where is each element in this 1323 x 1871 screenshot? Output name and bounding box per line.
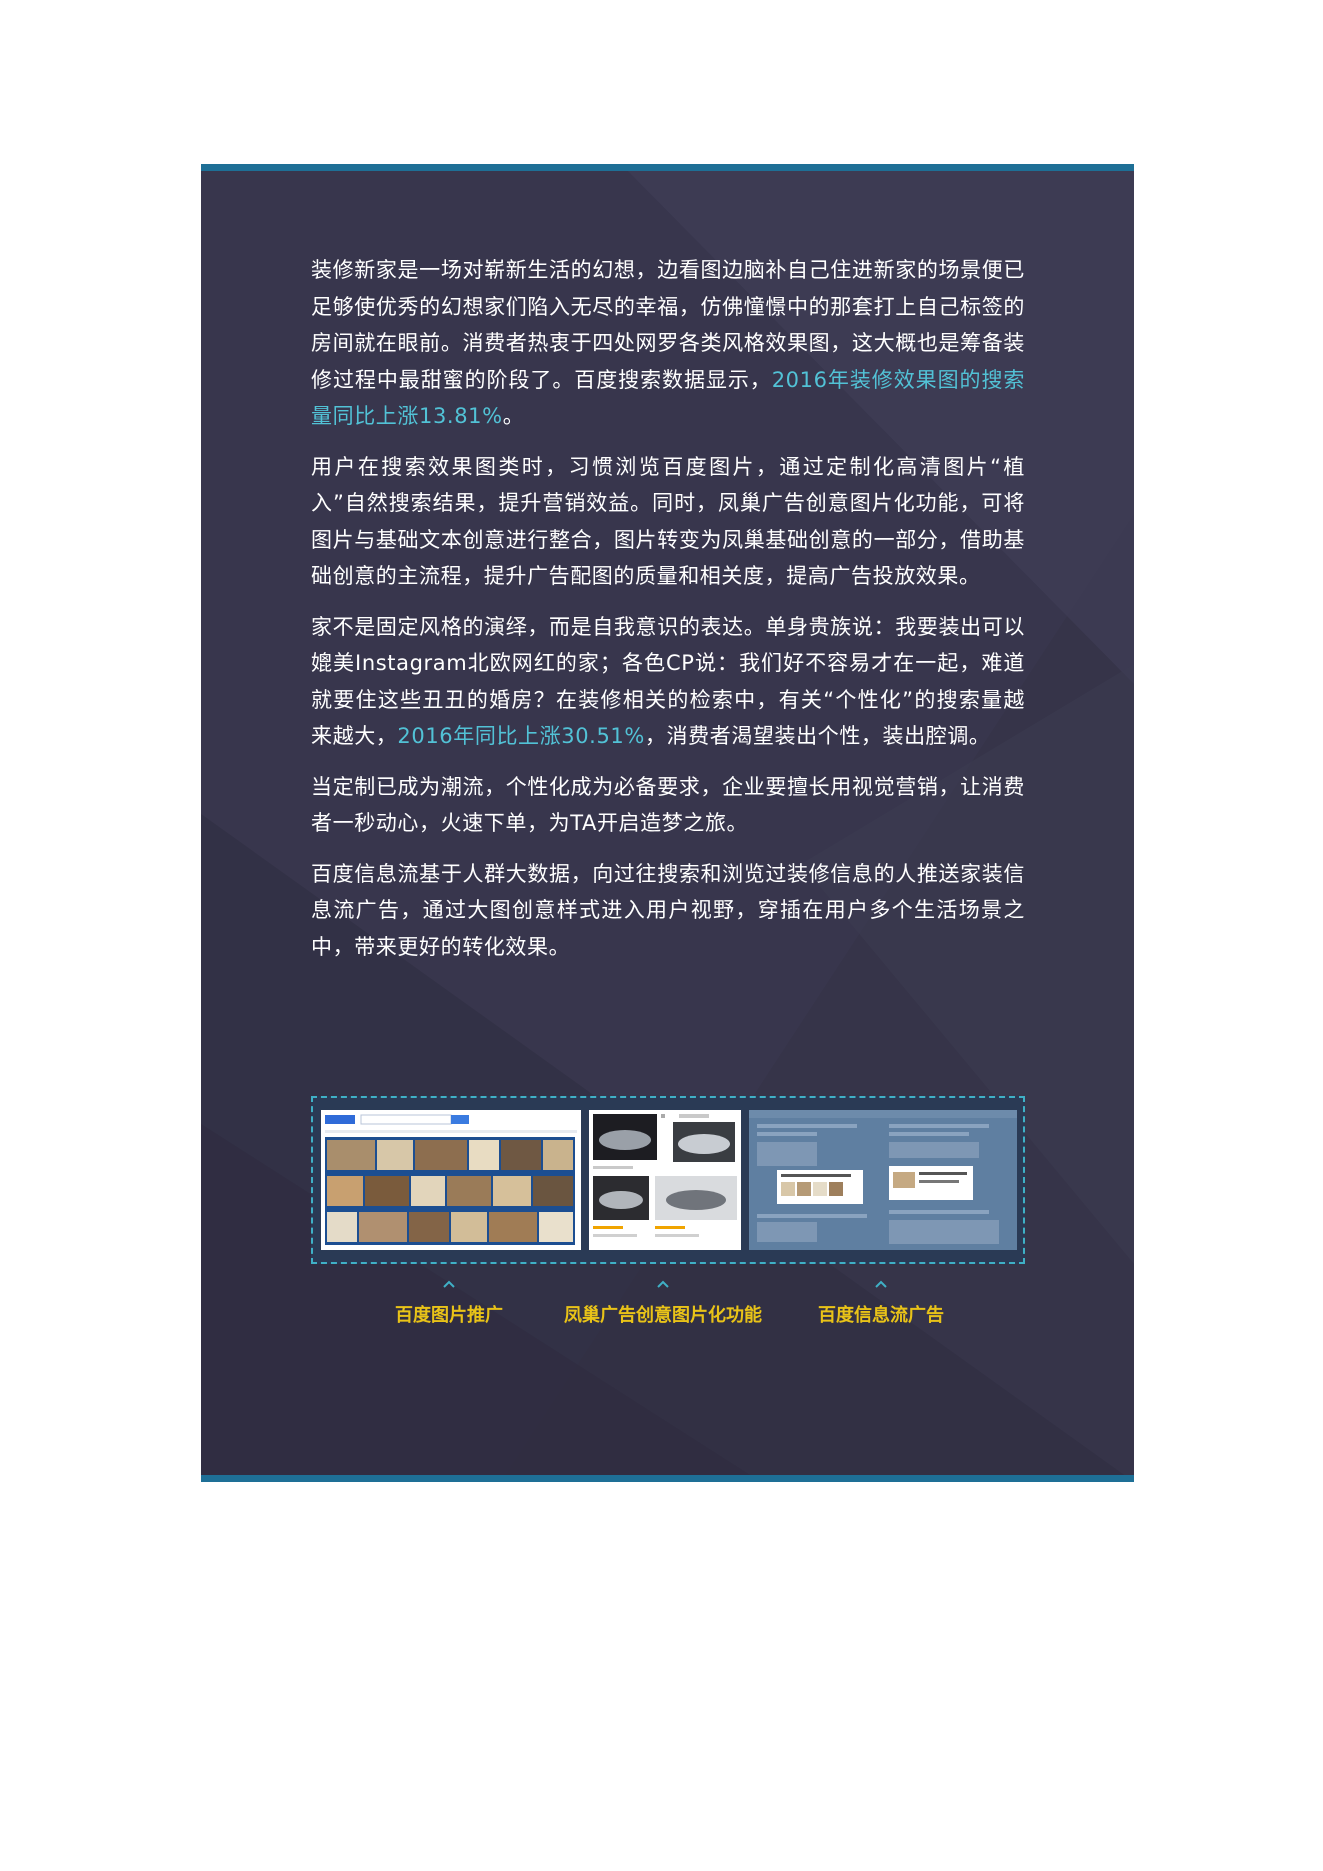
car-ad-thumbnail	[589, 1110, 741, 1250]
top-accent-bar	[201, 164, 1134, 171]
content-panel: 装修新家是一场对崭新生活的幻想，边看图边脑补自己住进新家的场景便已足够使优秀的幻…	[201, 164, 1134, 1482]
feed-ad-screenshot	[749, 1110, 1017, 1250]
article-body: 装修新家是一场对崭新生活的幻想，边看图边脑补自己住进新家的场景便已足够使优秀的幻…	[311, 252, 1025, 979]
caption-feed-ads: 百度信息流广告	[818, 1305, 944, 1326]
paragraph-1: 装修新家是一场对崭新生活的幻想，边看图边脑补自己住进新家的场景便已足够使优秀的幻…	[311, 258, 1025, 429]
caption-image-search: 百度图片推广	[395, 1305, 503, 1326]
image-search-thumbnail	[321, 1110, 581, 1250]
paragraph-5: 百度信息流基于人群大数据，向过往搜索和浏览过装修信息的人推送家装信息流广告，通过…	[311, 861, 1025, 959]
paragraph-3: 家不是固定风格的演绎，而是自我意识的表达。单身贵族说：我要装出可以媲美Insta…	[311, 614, 1025, 749]
highlight-stat-1: 2016年装修效果图的搜索量同比上涨13.81%	[311, 367, 1025, 429]
baidu-image-search-screenshot	[321, 1110, 581, 1250]
paragraph-2: 用户在搜索效果图类时，习惯浏览百度图片，通过定制化高清图片“植入”自然搜索结果，…	[311, 454, 1025, 589]
highlight-stat-2: 2016年同比上涨30.51%	[397, 724, 645, 748]
paragraph-4: 当定制已成为潮流，个性化成为必备要求，企业要擅长用视觉营销，让消费者一秒动心，火…	[311, 774, 1025, 836]
gallery-captions: 百度图片推广 凤巢广告创意图片化功能 百度信息流广告	[311, 1279, 1025, 1339]
fengchao-ad-screenshot	[589, 1110, 741, 1250]
caption-fengchao: 凤巢广告创意图片化功能	[564, 1305, 762, 1326]
screenshot-gallery	[311, 1096, 1025, 1264]
bottom-accent-bar	[201, 1475, 1134, 1482]
feed-thumbnail	[749, 1110, 1017, 1250]
